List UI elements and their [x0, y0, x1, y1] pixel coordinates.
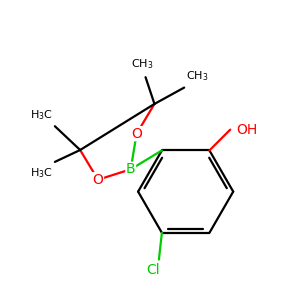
- Text: H$_3$C: H$_3$C: [31, 166, 53, 180]
- Text: O: O: [131, 127, 142, 141]
- Text: CH$_3$: CH$_3$: [131, 57, 154, 71]
- Text: H$_3$C: H$_3$C: [31, 108, 53, 122]
- Text: Cl: Cl: [146, 263, 160, 277]
- Text: OH: OH: [236, 123, 257, 136]
- Text: CH$_3$: CH$_3$: [186, 69, 208, 83]
- Text: O: O: [92, 173, 104, 187]
- Text: B: B: [126, 162, 136, 176]
